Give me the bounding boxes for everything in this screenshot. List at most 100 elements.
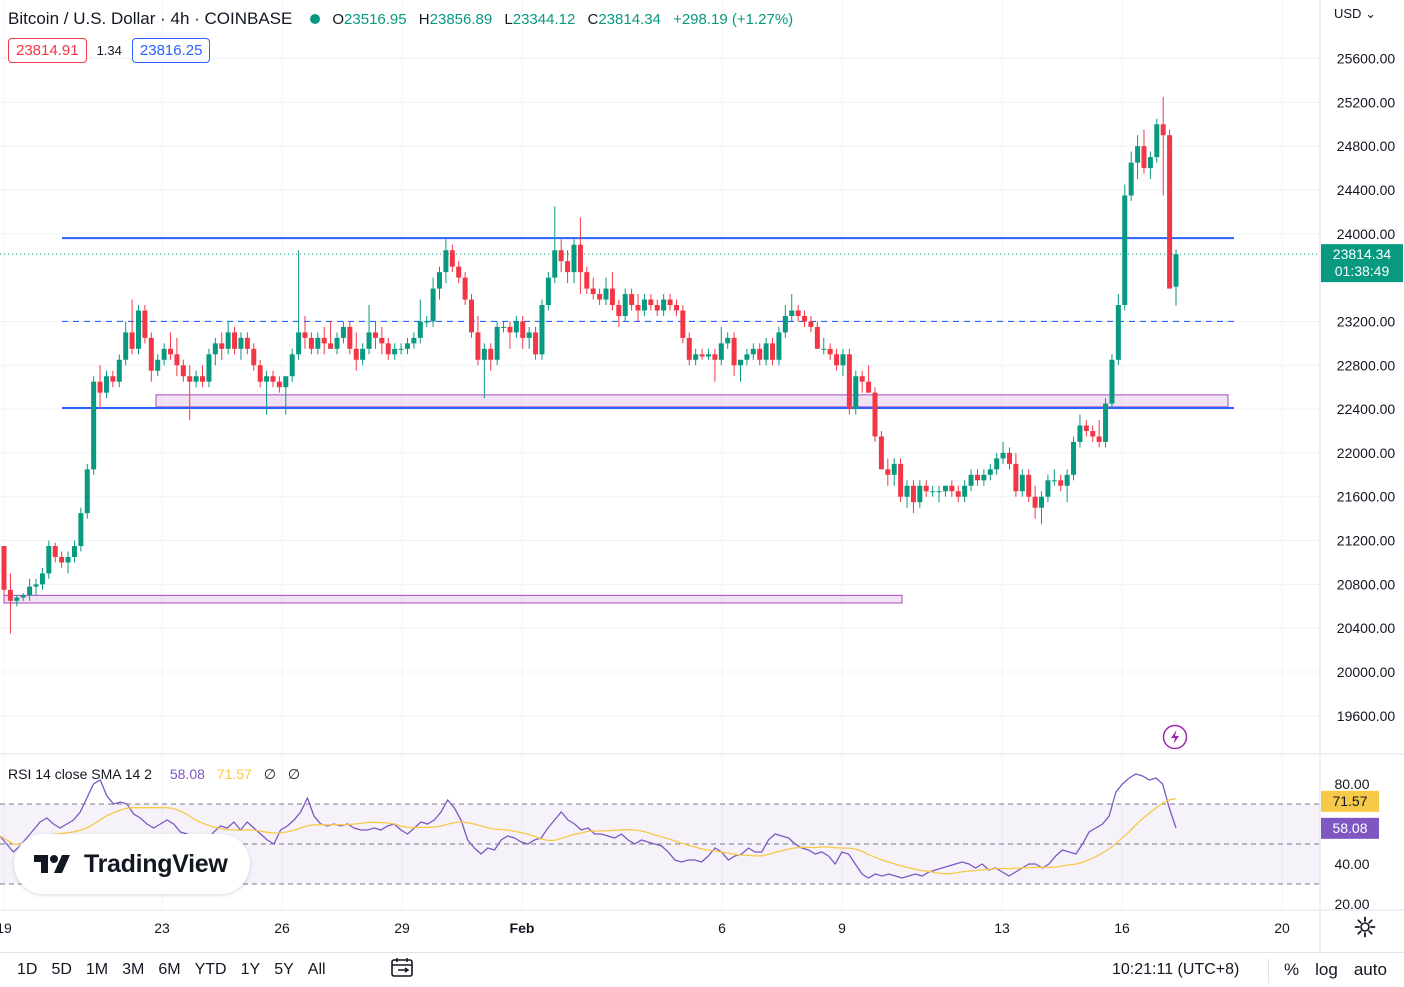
candle-body bbox=[71, 546, 77, 557]
chevron-down-icon: ⌄ bbox=[1365, 6, 1376, 21]
candle-body bbox=[1083, 425, 1089, 431]
rsi-value-badge-label: 58.08 bbox=[1332, 820, 1367, 836]
candle-body bbox=[84, 469, 90, 514]
range-5d[interactable]: 5D bbox=[51, 961, 72, 978]
candle-body bbox=[1122, 195, 1128, 306]
candle-body bbox=[1109, 359, 1115, 404]
tradingview-logo[interactable]: TradingView bbox=[14, 834, 250, 894]
candle-body bbox=[936, 491, 942, 493]
candle-body bbox=[1006, 452, 1012, 464]
currency-selector[interactable]: USD ⌄ bbox=[1334, 6, 1376, 22]
buy-button[interactable]: 23816.25 bbox=[131, 38, 211, 63]
candle-body bbox=[443, 250, 449, 273]
candle-body bbox=[103, 376, 109, 393]
candle-body bbox=[539, 305, 545, 355]
ohlc-values: O23516.95 H23856.89 L23344.12 C23814.34 … bbox=[332, 10, 794, 28]
candle-body bbox=[520, 321, 526, 338]
horizontal-lines[interactable] bbox=[0, 237, 1320, 409]
candle-body bbox=[712, 354, 718, 360]
candle-body bbox=[1135, 146, 1141, 163]
candle-body bbox=[757, 348, 763, 360]
candle-body bbox=[603, 288, 609, 300]
candle-body bbox=[648, 299, 654, 306]
log-toggle[interactable]: log bbox=[1315, 960, 1338, 979]
candle-body bbox=[718, 343, 724, 360]
lightning-icon[interactable] bbox=[1162, 724, 1188, 750]
range-all[interactable]: All bbox=[307, 961, 326, 978]
price-tick-label: 20400.00 bbox=[1337, 620, 1396, 636]
candle-body bbox=[161, 348, 167, 360]
candle-body bbox=[1128, 162, 1134, 196]
candle-body bbox=[462, 277, 468, 300]
market-status-dot bbox=[310, 14, 321, 24]
range-3m[interactable]: 3M bbox=[122, 961, 145, 978]
candle-body bbox=[308, 337, 314, 349]
range-buttons: 1D 5D 1M 3M 6M YTD 1Y 5Y All bbox=[10, 959, 333, 981]
candle-body bbox=[488, 348, 494, 360]
candle-body bbox=[392, 348, 398, 355]
range-5y[interactable]: 5Y bbox=[274, 961, 294, 978]
candle-body bbox=[7, 589, 13, 601]
candle-body bbox=[46, 546, 52, 574]
price-zone bbox=[3, 594, 903, 604]
candle-body bbox=[1032, 496, 1038, 508]
candle-body bbox=[187, 376, 193, 382]
rsi-tick-label: 80.00 bbox=[1334, 776, 1369, 792]
auto-toggle[interactable]: auto bbox=[1353, 960, 1387, 979]
axes: 25600.00 25200.00 24800.00 24400.00 24000.00… bbox=[0, 0, 1404, 952]
range-1y[interactable]: 1Y bbox=[240, 961, 261, 978]
tradingview-logo-icon bbox=[34, 855, 70, 873]
range-6m[interactable]: 6M bbox=[158, 961, 181, 978]
price-zones[interactable] bbox=[3, 394, 1229, 604]
candle-body bbox=[981, 474, 987, 481]
range-ytd[interactable]: YTD bbox=[194, 961, 227, 978]
candle-body bbox=[699, 354, 705, 357]
candle-body bbox=[347, 326, 353, 349]
candle-body bbox=[731, 337, 737, 366]
candle-body bbox=[725, 337, 731, 344]
time-tick-label: 16 bbox=[1114, 920, 1130, 936]
price-tick-label: 20800.00 bbox=[1337, 576, 1396, 592]
candle-body bbox=[1064, 474, 1070, 486]
candle-body bbox=[264, 376, 270, 382]
candle-body bbox=[238, 337, 244, 349]
clock[interactable]: 10:21:11 (UTC+8) bbox=[1112, 961, 1240, 978]
time-tick-label: 9 bbox=[838, 920, 846, 936]
calendar-range-icon[interactable] bbox=[390, 957, 416, 979]
candle-body bbox=[795, 310, 801, 316]
candle-body bbox=[962, 485, 968, 497]
candle-body bbox=[622, 294, 628, 316]
sell-button[interactable]: 23814.91 bbox=[8, 38, 87, 63]
symbol-title[interactable]: Bitcoin / U.S. Dollar · 4h · COINBASE bbox=[8, 9, 293, 28]
candle-body bbox=[424, 321, 430, 323]
candle-body bbox=[590, 288, 596, 295]
candle-body bbox=[776, 332, 782, 360]
candle-body bbox=[930, 491, 936, 493]
candle-body bbox=[168, 348, 174, 355]
candle-body bbox=[770, 343, 776, 360]
candle-body bbox=[372, 332, 378, 338]
rsi-tick-label: 20.00 bbox=[1334, 896, 1369, 912]
candle-body bbox=[667, 299, 673, 306]
rsi-label[interactable]: RSI 14 close SMA 14 2 bbox=[8, 766, 152, 782]
candle-body bbox=[597, 294, 603, 300]
candle-body bbox=[123, 332, 129, 360]
candle-body bbox=[654, 305, 660, 311]
candle-body bbox=[65, 556, 71, 563]
range-1d[interactable]: 1D bbox=[17, 961, 38, 978]
candle-body bbox=[1115, 305, 1121, 360]
candle-body bbox=[456, 266, 462, 278]
candle-body bbox=[404, 343, 410, 349]
candle-body bbox=[385, 343, 391, 355]
candle-body bbox=[379, 337, 385, 344]
candle-body bbox=[430, 288, 436, 322]
candle-body bbox=[225, 332, 231, 349]
candle-body bbox=[135, 310, 141, 349]
percent-toggle[interactable]: % bbox=[1284, 960, 1300, 979]
settings-gear-icon[interactable] bbox=[1354, 916, 1376, 938]
candle-body bbox=[1141, 146, 1147, 169]
rsi-sma-value: 71.57 bbox=[216, 766, 252, 782]
range-1m[interactable]: 1M bbox=[85, 961, 109, 978]
candle-body bbox=[1045, 480, 1051, 497]
